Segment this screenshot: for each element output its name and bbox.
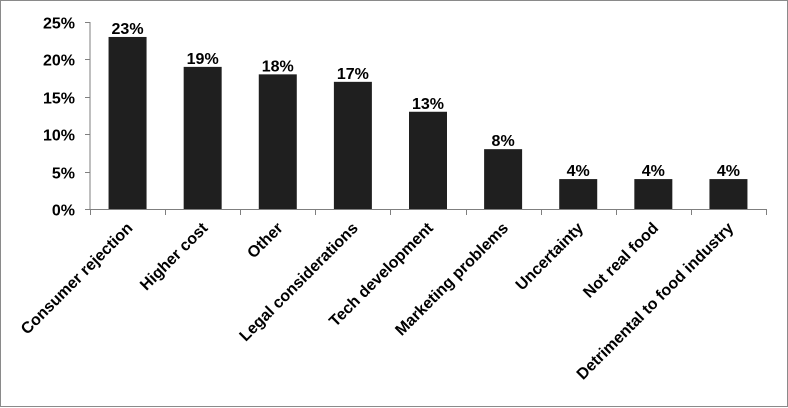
bar (183, 66, 222, 209)
y-tick-label: 5% (52, 166, 75, 183)
bar-data-label: 4% (567, 163, 590, 180)
bar (559, 179, 598, 209)
bar-data-label: 4% (642, 163, 665, 180)
bar (108, 36, 147, 210)
bar (258, 74, 297, 209)
y-tick-label: 20% (43, 53, 75, 70)
category-label: Higher cost (137, 219, 212, 294)
bar (333, 81, 372, 209)
bar-data-label: 8% (492, 133, 515, 150)
y-tick-label: 25% (43, 16, 75, 33)
category-label: Uncertainty (513, 220, 587, 294)
bar-data-label: 23% (112, 21, 144, 38)
bars (108, 36, 748, 210)
bar-data-label: 19% (187, 51, 219, 68)
category-label: Detrimental to food industry (574, 220, 738, 384)
bar (709, 179, 748, 209)
bar-data-label: 4% (717, 163, 740, 180)
data-labels: 23% 19% 18% 17% 13% 8% 4% 4% 4% (112, 21, 740, 180)
x-axis (90, 209, 767, 215)
bar (409, 111, 447, 209)
bar (484, 149, 523, 209)
bar-data-label: 17% (337, 66, 369, 83)
category-label: Consumer rejection (18, 220, 136, 338)
y-tick-label: 0% (52, 203, 75, 220)
y-tick-label: 10% (43, 128, 75, 145)
y-tick-label: 15% (43, 91, 75, 108)
bar (634, 179, 673, 209)
bar-data-label: 13% (412, 96, 444, 113)
y-axis: 0% 5% 10% 15% 20% 25% (43, 16, 91, 220)
bar-data-label: 18% (262, 58, 294, 75)
category-label: Not real food (580, 220, 662, 302)
category-labels: Consumer rejection Higher cost OtherLegal … (18, 219, 737, 383)
category-label: Other (244, 220, 286, 262)
